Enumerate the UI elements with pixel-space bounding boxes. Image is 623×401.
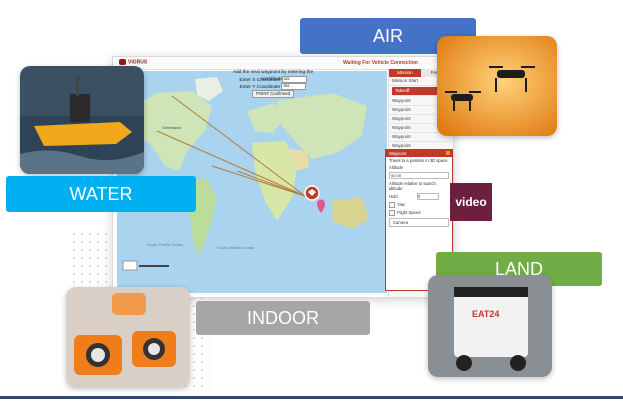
connection-status: Waiting For Vehicle Connection xyxy=(343,60,418,66)
mission-start-item[interactable]: Mission Start xyxy=(389,77,453,86)
x-coordinate-label: Enter X Coordinate xyxy=(239,77,281,83)
yaw-checkbox[interactable] xyxy=(389,202,395,208)
waypoint-item[interactable]: Waypoint xyxy=(389,124,453,133)
bottom-divider xyxy=(0,396,623,399)
tab-mission[interactable]: Mission xyxy=(389,69,421,77)
map-label-south-atlantic: South Atlantic Ocean xyxy=(217,245,254,250)
map-label-greenland: Greenland xyxy=(162,125,181,130)
waypoint-item[interactable]: Waypoint xyxy=(389,133,453,142)
app-header: VIGRUS Waiting For Vehicle Connection Lo xyxy=(113,57,453,70)
yaw-label: Yaw xyxy=(397,202,405,208)
altitude-label: Altitude xyxy=(389,165,403,170)
hold-label: Hold xyxy=(389,194,398,199)
world-map-graphic: Greenland North Pacific Ocean South Paci… xyxy=(117,71,387,293)
coordinate-title: Add the next waypoint by entering the co… xyxy=(232,70,314,82)
video-badge: video xyxy=(450,183,492,221)
altitude-hint: Altitude relative to launch altitude xyxy=(389,181,436,191)
takeoff-item[interactable]: Takeoff xyxy=(392,87,445,96)
logo-text: VIGRUS xyxy=(128,59,148,66)
water-label: WATER xyxy=(6,176,196,212)
waypoint-item[interactable]: Waypoint xyxy=(389,115,453,124)
camera-dropdown[interactable]: Camera xyxy=(389,218,449,227)
drone-photo xyxy=(437,36,557,136)
flight-speed-checkbox[interactable] xyxy=(389,210,395,216)
waypoint-dialog-title: Waypoint xyxy=(389,151,407,156)
hold-input[interactable]: 0 xyxy=(416,193,439,200)
waypoint-item[interactable]: Waypoint xyxy=(389,106,453,115)
y-coordinate-input[interactable]: 555 xyxy=(281,83,307,90)
indoor-label: INDOOR xyxy=(196,301,370,335)
coordinate-entry: Add the next waypoint by entering the co… xyxy=(223,69,323,98)
map-label-south-pacific: South Pacific Ocean xyxy=(147,242,183,247)
flight-speed-label: Flight Speed xyxy=(397,210,421,216)
waypoint-item[interactable]: Waypoint xyxy=(389,97,453,106)
point-confirm-button[interactable]: POINT Confirmed xyxy=(251,90,295,98)
waypoint-hint: Travel to a position in 3D space. xyxy=(389,158,449,163)
y-coordinate-label: Enter Y Coordinate xyxy=(239,84,281,90)
boat-photo xyxy=(20,66,144,174)
app-logo: VIGRUS xyxy=(119,59,147,65)
delivery-robot-photo: EAT24 xyxy=(428,275,552,377)
x-coordinate-input[interactable]: 555 xyxy=(281,76,307,83)
close-icon[interactable] xyxy=(446,151,450,155)
altitude-input[interactable]: 50.00 xyxy=(389,172,449,179)
indoor-robots-photo xyxy=(66,287,190,387)
eat24-text: EAT24 xyxy=(472,309,499,319)
